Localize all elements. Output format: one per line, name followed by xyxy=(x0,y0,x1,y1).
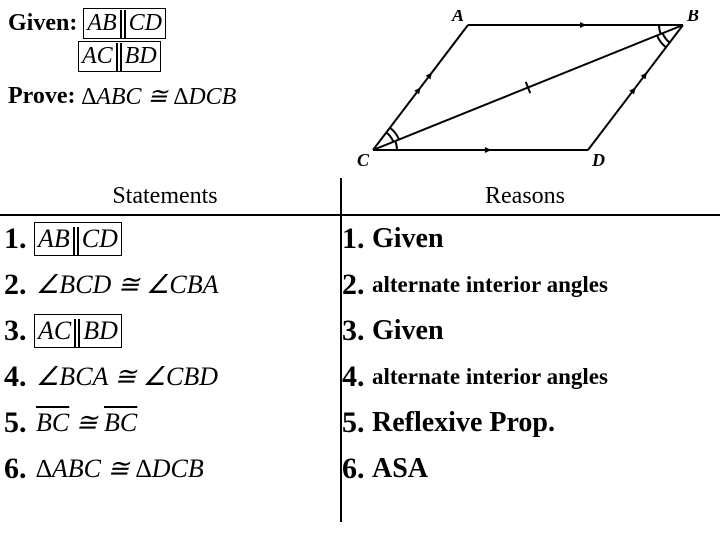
reason-number: 4. xyxy=(330,360,372,394)
statement-number: 1. xyxy=(0,222,36,256)
svg-text:B: B xyxy=(686,10,699,25)
proof-row: 3.ACBD3.Given xyxy=(0,308,720,354)
reason-text: Reflexive Prop. xyxy=(372,407,720,439)
reason-text: ASA xyxy=(372,453,720,485)
reasons-header: Reasons xyxy=(330,183,720,210)
reason-number: 2. xyxy=(330,268,372,302)
reason-number: 5. xyxy=(330,406,372,440)
proof-row: 2.∠BCD ≅ ∠CBA2.alternate interior angles xyxy=(0,262,720,308)
prove-label: Prove: xyxy=(8,83,76,110)
reason-text: Given xyxy=(372,223,720,255)
reason-number: 6. xyxy=(330,452,372,486)
statement-text: ∆ABC ≅ ∆DCB xyxy=(36,454,330,484)
statement-text: ∠BCD ≅ ∠CBA xyxy=(36,270,330,300)
reason-number: 3. xyxy=(330,314,372,348)
statement-number: 2. xyxy=(0,268,36,302)
proof-row: 6.∆ABC ≅ ∆DCB6.ASA xyxy=(0,446,720,492)
statements-header: Statements xyxy=(0,183,330,210)
reason-number: 1. xyxy=(330,222,372,256)
statement-number: 3. xyxy=(0,314,36,348)
statement-text: ABCD xyxy=(36,224,330,254)
svg-text:A: A xyxy=(451,10,464,25)
given-expr-2: ACBD xyxy=(80,43,159,70)
given-expr-1: ABCD xyxy=(85,10,164,37)
svg-text:C: C xyxy=(357,150,370,170)
reason-text: Given xyxy=(372,315,720,347)
statement-text: ∠BCA ≅ ∠CBD xyxy=(36,362,330,392)
statement-number: 6. xyxy=(0,452,36,486)
vertical-divider xyxy=(340,178,342,522)
statement-text: ACBD xyxy=(36,316,330,346)
statement-number: 4. xyxy=(0,360,36,394)
proof-row: 5.BC ≅ BC5.Reflexive Prop. xyxy=(0,400,720,446)
proof-row: 1.ABCD1.Given xyxy=(0,216,720,262)
reason-text: alternate interior angles xyxy=(372,364,720,390)
statement-text: BC ≅ BC xyxy=(36,408,330,438)
proof-row: 4.∠BCA ≅ ∠CBD4.alternate interior angles xyxy=(0,354,720,400)
statement-number: 5. xyxy=(0,406,36,440)
parallelogram-figure: A B C D xyxy=(348,10,712,177)
prove-text: ∆ABC ≅ ∆DCB xyxy=(82,82,237,111)
svg-text:D: D xyxy=(591,150,605,170)
reason-text: alternate interior angles xyxy=(372,272,720,298)
given-label: Given: xyxy=(8,10,77,37)
